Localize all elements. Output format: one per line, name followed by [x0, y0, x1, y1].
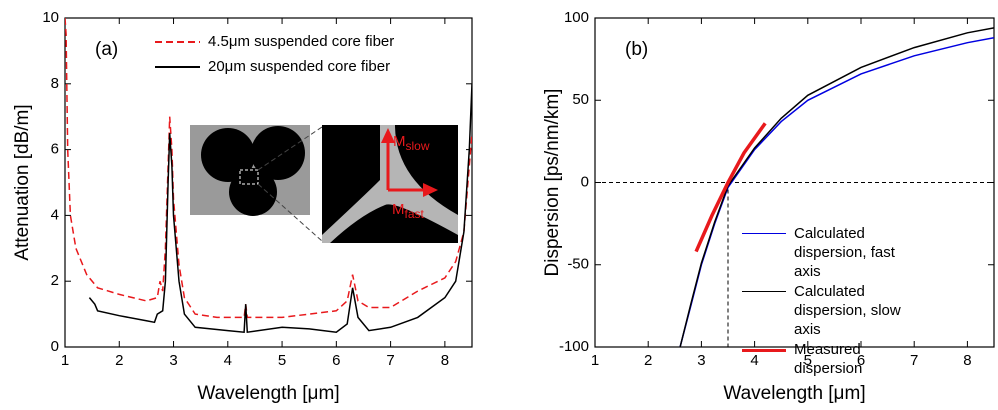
y-tick-label: 0: [581, 173, 589, 190]
y-tick-label: 10: [42, 9, 59, 26]
legend-swatch: [742, 349, 786, 352]
x-tick-label: 8: [963, 352, 971, 369]
hole: [201, 128, 255, 182]
inset-label-sub: fast: [405, 207, 425, 221]
x-tick-label: 5: [278, 352, 286, 369]
x-tick-label: 5: [804, 352, 812, 369]
series-line: [694, 122, 767, 253]
panel-label: (a): [95, 39, 118, 60]
inset-label: Mslow: [393, 133, 430, 153]
legend-label: Calculated dispersion, slow axis: [794, 283, 901, 338]
panel-label: (b): [625, 39, 648, 60]
x-tick-label: 4: [750, 352, 758, 369]
y-tick-label: 0: [51, 338, 59, 355]
legend-label: Measured dispersion: [794, 341, 863, 377]
x-tick-label: 3: [697, 352, 705, 369]
y-tick-label: 8: [51, 75, 59, 92]
legend-label: 4.5μm suspended core fiber: [208, 33, 394, 50]
zoom-line: [257, 183, 323, 242]
x-tick-label: 3: [169, 352, 177, 369]
y-axis-label: Dispersion [ps/nm/km]: [542, 89, 563, 277]
y-tick-label: -100: [559, 338, 589, 355]
x-tick-label: 4: [224, 352, 232, 369]
legend: Calculated dispersion, fast axis Calculat…: [736, 224, 914, 379]
y-tick-label: 100: [564, 9, 589, 26]
x-tick-label: 6: [857, 352, 865, 369]
arrow-head: [381, 128, 395, 143]
x-tick-label: 1: [61, 352, 69, 369]
series-line: [88, 83, 472, 334]
x-tick-label: 8: [441, 352, 449, 369]
series-line: [679, 27, 994, 347]
x-tick-label: 7: [386, 352, 394, 369]
hole: [229, 168, 277, 216]
core: [322, 125, 458, 243]
legend-label: Calculated dispersion, fast axis: [794, 225, 895, 280]
x-axis-label: Wavelength [μm]: [723, 383, 865, 404]
y-tick-label: -50: [567, 256, 589, 273]
x-tick-label: 7: [910, 352, 918, 369]
x-axis-label: Wavelength [μm]: [197, 383, 339, 404]
zoom-box: [239, 169, 259, 185]
y-tick-label: 2: [51, 272, 59, 289]
legend-label: 20μm suspended core fiber: [208, 58, 390, 75]
legend-swatch: [742, 291, 786, 292]
x-tick-label: 6: [332, 352, 340, 369]
legend-swatch: [742, 233, 786, 234]
series-line: [65, 18, 472, 319]
arrow-head: [423, 183, 438, 197]
inset-label-main: M: [392, 201, 405, 218]
legend-entry: Calculated dispersion, slow axis: [736, 282, 914, 339]
inset: Mslow Mfast: [190, 125, 458, 243]
legend-entry: Calculated dispersion, fast axis: [736, 224, 914, 281]
x-tick-label: 2: [115, 352, 123, 369]
plot-frame: [64, 17, 473, 348]
y-tick-label: 4: [51, 206, 59, 223]
y-tick-label: 50: [572, 91, 589, 108]
legend-entry: Measured dispersion: [736, 340, 914, 378]
hole: [251, 126, 305, 180]
inset-label: Mfast: [392, 201, 425, 221]
inset-label-sub: slow: [406, 139, 430, 153]
x-tick-label: 2: [644, 352, 652, 369]
x-tick-label: 1: [591, 352, 599, 369]
y-tick-label: 6: [51, 141, 59, 158]
zoom-line: [257, 126, 323, 171]
inset-label-main: M: [393, 133, 406, 150]
y-axis-label: Attenuation [dB/m]: [12, 104, 33, 260]
